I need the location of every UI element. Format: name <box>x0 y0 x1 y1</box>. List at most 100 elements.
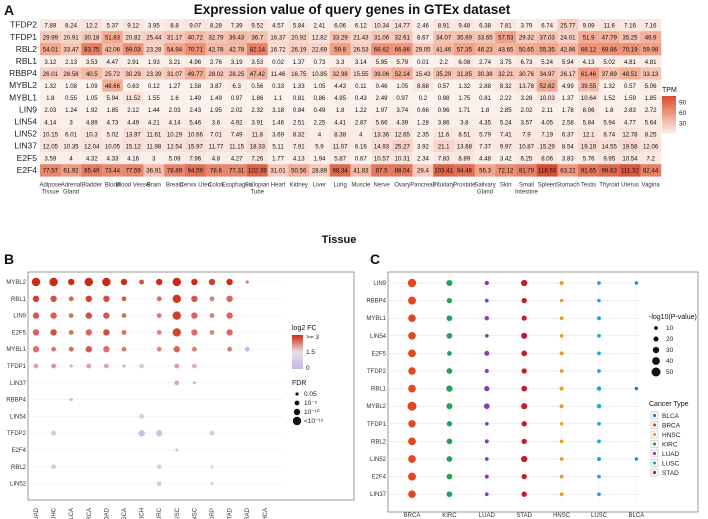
heatmap-cell <box>474 127 496 141</box>
heatmap-cell <box>329 127 351 141</box>
heatmap-cell-value: 1.6 <box>170 95 179 102</box>
bubble-c-point <box>597 369 601 373</box>
heatmap-cell <box>391 67 413 80</box>
heatmap-cell <box>60 164 82 177</box>
fc-legend-gradient <box>292 335 303 369</box>
heatmap-cell <box>371 91 393 104</box>
heatmap-cell <box>122 152 144 165</box>
heatmap-cell <box>433 115 455 129</box>
heatmap-cell-value: 56.3 <box>479 168 491 175</box>
heatmap-cell <box>184 115 206 129</box>
heatmap-cell <box>329 79 351 92</box>
heatmap-cell-value: 5.94 <box>603 119 615 126</box>
heatmap-cell-value: 8.06 <box>541 156 553 163</box>
heatmap-column-label: Testis <box>581 182 596 188</box>
bubble-b-point <box>245 280 249 284</box>
bubble-b-gene-label: E2F4 <box>12 448 27 454</box>
heatmap-cell-value: 5.87 <box>334 156 346 163</box>
heatmap-cell-value: 29.32 <box>519 35 535 42</box>
heatmap-cell-value: 20.82 <box>126 35 142 42</box>
heatmap-column-label: Uterus <box>621 182 639 188</box>
bubble-b-point <box>103 295 110 302</box>
bubble-c-point <box>521 315 527 321</box>
heatmap-cell <box>598 140 620 153</box>
heatmap-column-label: Intestine <box>515 189 538 195</box>
heatmap-cell-value: 33.13 <box>643 71 659 78</box>
heatmap-cell-value: 98.34 <box>333 168 349 175</box>
fdr-legend-dot <box>293 408 301 416</box>
heatmap-cell <box>454 67 475 80</box>
bubble-b-point <box>244 346 250 352</box>
heatmap-cell <box>578 55 600 68</box>
bubble-b-point <box>121 313 127 318</box>
heatmap-cell-value: 12.65 <box>395 131 411 138</box>
heatmap-cell-value: 5.06 <box>645 83 657 90</box>
heatmap-cell-value: 78.89 <box>167 168 183 175</box>
heatmap-cell-value: 2.35 <box>417 131 429 138</box>
heatmap-cell <box>309 43 331 56</box>
fdr-legend-label: <10⁻¹⁵ <box>304 418 324 425</box>
heatmap-cell-value: 10.35 <box>63 143 79 150</box>
heatmap-cell-value: 103.41 <box>434 168 453 175</box>
bubble-c-point <box>408 296 416 305</box>
bubble-c-point <box>559 474 564 479</box>
heatmap-cell <box>391 19 413 32</box>
heatmap-cell-value: 11.6 <box>438 131 450 138</box>
heatmap-cell <box>267 67 289 80</box>
bubble-b-point <box>191 312 198 319</box>
heatmap-cell-value: 6.08 <box>458 59 470 66</box>
heatmap-cell-value: 70.71 <box>188 47 204 54</box>
heatmap-cell <box>226 140 248 153</box>
bubble-b-point <box>139 363 145 369</box>
heatmap-cell-value: 11.6 <box>604 22 616 29</box>
heatmap-cell <box>557 152 579 165</box>
heatmap-cell <box>495 127 517 141</box>
heatmap-cell <box>516 115 538 129</box>
heatmap-cell <box>454 152 475 165</box>
heatmap-cell <box>433 55 455 68</box>
heatmap-cell <box>60 19 82 32</box>
bubble-c-cancer-label: KIRC <box>442 513 457 519</box>
heatmap-cell-value: 2.03 <box>44 107 56 114</box>
heatmap-cell <box>391 55 413 68</box>
heatmap-cell <box>557 164 579 177</box>
heatmap-cell <box>474 115 496 129</box>
heatmap-cell-value: 32.98 <box>333 71 349 78</box>
heatmap-cell-value: 3.59 <box>44 156 56 163</box>
heatmap-cell <box>454 19 475 32</box>
bubble-c-point <box>483 403 490 410</box>
heatmap-cell <box>267 19 289 32</box>
heatmap-cell-value: 0.56 <box>251 83 263 90</box>
heatmap-cell <box>40 79 61 92</box>
heatmap-cell <box>247 43 268 56</box>
heatmap-cell-value: 1.32 <box>458 83 470 90</box>
heatmap-cell <box>309 79 331 92</box>
heatmap-cell-value: 3.12 <box>44 59 56 66</box>
heatmap-cell-value: 59.8 <box>334 47 346 54</box>
heatmap-cell-value: 25.27 <box>395 143 411 150</box>
heatmap-cell <box>495 91 517 104</box>
heatmap-cell <box>536 43 558 56</box>
heatmap-cell-value: 33.29 <box>333 35 349 42</box>
heatmap-cell <box>578 164 600 177</box>
bubble-b-point <box>85 329 93 336</box>
bubble-b-point <box>33 363 39 369</box>
heatmap-cell <box>309 140 331 153</box>
heatmap-column-label: Ovary <box>394 182 410 188</box>
heatmap-cell <box>60 103 82 117</box>
fdr-legend-dot <box>295 392 299 396</box>
bubble-b-point <box>104 363 109 369</box>
heatmap-row-label: E2F4 <box>17 165 38 175</box>
heatmap-cell-value: 3.53 <box>251 59 263 66</box>
heatmap-cell <box>60 152 82 165</box>
bubble-c-point <box>521 421 527 427</box>
heatmap-row-label: LIN54 <box>14 117 37 127</box>
bubble-c-point <box>446 456 453 462</box>
heatmap-cell-value: 6.3 <box>232 83 241 90</box>
bubble-c-gene-label: E2F4 <box>372 475 387 481</box>
bubble-b-point <box>121 296 127 302</box>
heatmap-cell <box>205 127 227 141</box>
bubble-c-point <box>521 403 528 410</box>
heatmap-cell-value: 42.78 <box>229 47 245 54</box>
heatmap-cell-value: 1.05 <box>396 83 408 90</box>
